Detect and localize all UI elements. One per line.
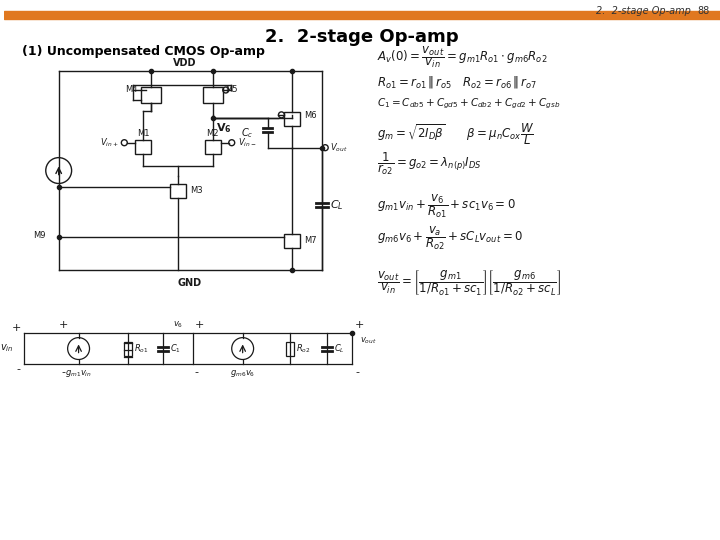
Text: $C_1=C_{db5}+C_{gd5}+C_{db2}+C_{gd2}+C_{gsb}$: $C_1=C_{db5}+C_{gd5}+C_{db2}+C_{gd2}+C_{… bbox=[377, 97, 560, 111]
Bar bbox=[135, 140, 151, 154]
Text: -: - bbox=[62, 367, 66, 377]
Bar bbox=[4, 11, 720, 19]
Text: $C_L$: $C_L$ bbox=[330, 199, 344, 212]
Text: M3: M3 bbox=[190, 186, 202, 195]
Text: $V_{out}$: $V_{out}$ bbox=[330, 141, 348, 154]
Text: M4: M4 bbox=[125, 84, 138, 93]
Text: M7: M7 bbox=[305, 235, 317, 245]
Text: $\dfrac{1}{r_{o2}}=g_{o2}=\lambda_{n(p)}I_{DS}$: $\dfrac{1}{r_{o2}}=g_{o2}=\lambda_{n(p)}… bbox=[377, 151, 482, 178]
Text: $R_{o2}$: $R_{o2}$ bbox=[297, 342, 311, 355]
Bar bbox=[203, 87, 222, 103]
Text: 2.  2-stage Op-amp: 2. 2-stage Op-amp bbox=[595, 6, 690, 17]
Text: $V_{in+}$: $V_{in+}$ bbox=[100, 137, 118, 149]
Text: M1: M1 bbox=[137, 129, 150, 138]
Bar bbox=[284, 112, 300, 126]
Text: $R_{o1}$: $R_{o1}$ bbox=[134, 342, 149, 355]
Bar bbox=[125, 342, 132, 355]
Text: $g_{m1}v_{in}$: $g_{m1}v_{in}$ bbox=[65, 368, 92, 380]
Text: M5: M5 bbox=[225, 84, 238, 93]
Text: +: + bbox=[59, 320, 68, 329]
Bar bbox=[287, 342, 294, 355]
Text: -: - bbox=[195, 367, 199, 377]
Bar bbox=[141, 87, 161, 103]
Bar bbox=[284, 234, 300, 248]
Text: -: - bbox=[17, 364, 21, 374]
Text: +: + bbox=[12, 323, 21, 333]
Text: +: + bbox=[195, 320, 204, 329]
Text: M9: M9 bbox=[33, 231, 46, 240]
Text: (1) Uncompensated CMOS Op-amp: (1) Uncompensated CMOS Op-amp bbox=[22, 45, 265, 58]
Text: $C_L$: $C_L$ bbox=[334, 342, 345, 355]
Text: $\mathbf{V_6}$: $\mathbf{V_6}$ bbox=[216, 121, 232, 134]
Text: VDD: VDD bbox=[174, 58, 197, 68]
Text: $v_6$: $v_6$ bbox=[173, 319, 183, 329]
Bar bbox=[170, 185, 186, 198]
Text: $C_1$: $C_1$ bbox=[170, 342, 181, 355]
Text: GND: GND bbox=[178, 278, 202, 288]
Text: $\dfrac{v_{out}}{v_{in}}=\left[\dfrac{g_{m1}}{1/R_{o1}+sc_1}\right]\left[\dfrac{: $\dfrac{v_{out}}{v_{in}}=\left[\dfrac{g_… bbox=[377, 268, 561, 297]
Text: $g_{m6}v_6$: $g_{m6}v_6$ bbox=[230, 368, 256, 380]
Text: 2.  2-stage Op-amp: 2. 2-stage Op-amp bbox=[265, 28, 459, 46]
Text: +: + bbox=[355, 320, 364, 329]
Text: $g_{m6}v_6+\dfrac{v_a}{R_{o2}}+sC_Lv_{out}=0$: $g_{m6}v_6+\dfrac{v_a}{R_{o2}}+sC_Lv_{ou… bbox=[377, 224, 523, 252]
Text: $A_v(0)=\dfrac{v_{out}}{v_{in}}=g_{m1}R_{o1}\cdot g_{m6}R_{o2}$: $A_v(0)=\dfrac{v_{out}}{v_{in}}=g_{m1}R_… bbox=[377, 44, 547, 70]
Text: 88: 88 bbox=[698, 6, 710, 17]
Text: M6: M6 bbox=[305, 111, 317, 120]
Text: M2: M2 bbox=[207, 129, 219, 138]
Text: $R_{o1}=r_{o1}\,\|\,r_{o5}\quad R_{o2}=r_{o6}\,\|\,r_{o7}$: $R_{o1}=r_{o1}\,\|\,r_{o5}\quad R_{o2}=r… bbox=[377, 74, 537, 90]
Text: $v_{in}$: $v_{in}$ bbox=[1, 343, 14, 354]
Text: $g_m=\sqrt{2I_D\beta}\quad\quad\beta=\mu_n C_{ox}\dfrac{W}{L}$: $g_m=\sqrt{2I_D\beta}\quad\quad\beta=\mu… bbox=[377, 121, 534, 146]
Text: -: - bbox=[355, 367, 359, 377]
Text: $v_{out}$: $v_{out}$ bbox=[360, 335, 377, 346]
Bar bbox=[205, 140, 221, 154]
Text: $g_{m1}v_{in}+\dfrac{v_6}{R_{o1}}+sc_1v_6=0$: $g_{m1}v_{in}+\dfrac{v_6}{R_{o1}}+sc_1v_… bbox=[377, 192, 516, 220]
Text: $C_c$: $C_c$ bbox=[241, 126, 253, 140]
Text: $V_{in-}$: $V_{in-}$ bbox=[238, 137, 256, 149]
